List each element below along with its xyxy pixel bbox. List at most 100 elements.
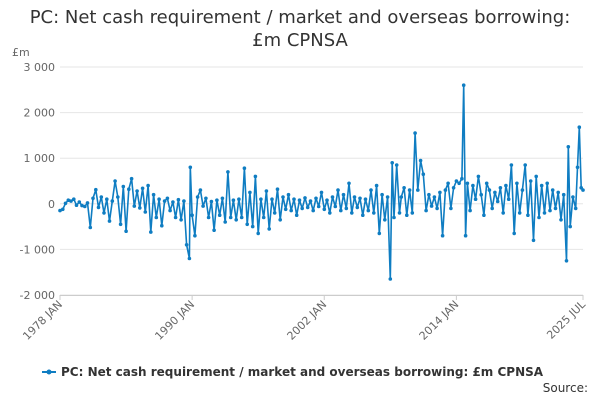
data-point	[272, 211, 277, 215]
data-point	[479, 192, 484, 197]
data-point	[113, 179, 117, 183]
data-point	[358, 196, 362, 201]
data-point	[118, 222, 123, 227]
data-point	[308, 199, 313, 203]
source-label: Source:	[543, 381, 588, 395]
y-tick-label: 1 000	[24, 152, 56, 165]
data-point	[311, 208, 316, 213]
data-point	[545, 181, 549, 186]
data-point	[85, 201, 90, 205]
data-point	[94, 187, 98, 192]
data-point	[234, 218, 238, 222]
data-point	[435, 206, 439, 211]
x-tick-label: 2014 JAN	[417, 298, 462, 343]
data-point	[347, 181, 351, 186]
data-point	[468, 208, 472, 213]
data-point	[217, 213, 222, 217]
data-point	[451, 186, 456, 190]
data-point	[374, 183, 379, 188]
data-point	[72, 197, 76, 201]
series-area	[58, 83, 585, 281]
data-point	[531, 238, 536, 243]
data-point	[83, 204, 87, 209]
data-point	[548, 208, 552, 213]
legend[interactable]: PC: Net cash requirement / market and ov…	[42, 365, 544, 379]
data-point	[429, 204, 434, 208]
data-point	[339, 208, 343, 213]
data-point	[215, 198, 219, 202]
data-point	[352, 195, 357, 199]
y-tick-label: -1 000	[20, 243, 55, 256]
data-point	[361, 213, 365, 217]
data-point	[292, 197, 296, 201]
data-point	[330, 195, 335, 199]
data-point	[154, 215, 159, 220]
data-point	[392, 215, 396, 220]
data-point	[363, 197, 368, 201]
data-point	[91, 196, 95, 201]
data-point	[440, 233, 445, 238]
data-point	[336, 188, 340, 192]
data-point	[188, 165, 193, 170]
data-point	[457, 181, 461, 186]
data-point	[69, 199, 73, 203]
data-point	[377, 231, 382, 236]
data-point	[102, 211, 106, 215]
data-point	[482, 213, 486, 217]
data-point	[300, 206, 305, 211]
data-point	[206, 215, 211, 220]
data-point	[328, 211, 332, 215]
data-point	[504, 183, 508, 188]
data-point	[140, 186, 145, 191]
data-point	[281, 195, 285, 199]
data-point	[463, 233, 468, 238]
gridlines	[60, 66, 583, 296]
data-point	[124, 229, 128, 233]
y-tick-label: 3 000	[24, 61, 56, 74]
data-point	[245, 222, 249, 227]
data-point	[388, 277, 393, 281]
data-point	[135, 189, 139, 193]
data-point	[512, 231, 516, 236]
data-point	[283, 207, 288, 212]
data-point	[461, 83, 466, 87]
legend-marker-icon	[46, 369, 52, 375]
data-point	[253, 174, 258, 179]
data-point	[143, 210, 148, 214]
y-tick-label: -2 000	[20, 289, 55, 302]
data-point	[121, 184, 126, 189]
chart-title-line-1: PC: Net cash requirement / market and ov…	[30, 7, 571, 28]
data-point	[566, 145, 571, 149]
data-point	[237, 197, 241, 201]
data-point	[314, 196, 318, 201]
data-point	[344, 206, 349, 211]
data-point	[107, 219, 112, 223]
x-tick-label: 1990 JAN	[152, 298, 197, 343]
data-point	[402, 186, 406, 190]
data-point	[58, 208, 62, 213]
data-point	[534, 174, 538, 179]
data-point	[568, 224, 572, 229]
data-point	[424, 208, 428, 213]
data-point	[550, 188, 555, 192]
data-point	[397, 211, 402, 215]
data-point	[484, 181, 489, 186]
data-point	[333, 204, 338, 209]
data-point	[438, 190, 442, 195]
data-point	[242, 166, 247, 170]
data-point	[146, 183, 150, 188]
data-point	[190, 213, 194, 217]
data-point	[553, 206, 558, 211]
data-point	[77, 200, 82, 204]
data-point	[556, 190, 560, 195]
data-point	[390, 161, 395, 165]
data-point	[421, 172, 426, 176]
data-point	[509, 163, 514, 167]
data-point	[427, 192, 431, 197]
data-point	[559, 218, 563, 222]
data-point	[201, 204, 205, 208]
data-point	[465, 181, 470, 186]
data-point	[460, 176, 464, 181]
data-point	[303, 196, 307, 200]
